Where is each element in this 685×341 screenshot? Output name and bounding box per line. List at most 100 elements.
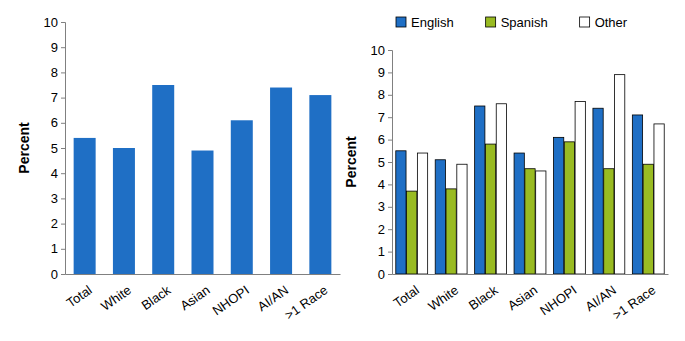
legend: English Spanish Other — [396, 15, 628, 30]
legend-item: English — [396, 15, 454, 30]
bar — [553, 137, 563, 274]
legend-swatch — [580, 17, 590, 27]
y-tick-label: 4 — [51, 166, 58, 181]
y-tick: 6 — [378, 132, 392, 147]
plot-area — [396, 75, 664, 274]
x-tick: Total — [64, 282, 95, 310]
bar — [417, 153, 427, 274]
x-tick: Black — [466, 282, 501, 313]
x-tick-label: White — [425, 282, 461, 313]
y-tick-mark — [61, 148, 65, 149]
y-tick-label: 5 — [51, 141, 58, 156]
y-tick-label: 9 — [378, 65, 385, 80]
y-tick: 0 — [51, 267, 65, 282]
bar — [270, 88, 292, 274]
y-tick: 3 — [378, 199, 392, 214]
x-tick: Asian — [177, 282, 212, 313]
x-tick-label: >1 Race — [610, 282, 659, 322]
x-tick-label: Total — [391, 282, 422, 310]
y-tick-label: 0 — [378, 267, 385, 282]
chart: 0 1 2 3 4 5 6 7 8 9 10 TotalWhiteBlackAsianNHOPIAI/… — [16, 15, 341, 323]
bar — [407, 191, 417, 274]
y-tick-mark — [61, 98, 65, 99]
y-tick-label: 6 — [51, 115, 58, 130]
y-tick: 4 — [378, 177, 392, 192]
bar — [593, 108, 603, 274]
x-tick: Asian — [505, 282, 540, 313]
y-tick-label: 10 — [44, 15, 58, 30]
y-tick: 10 — [371, 43, 392, 58]
y-tick: 9 — [51, 40, 65, 55]
bar — [231, 120, 253, 274]
chart: 012345678910TotalWhiteBlackAsianNHOPIAI/… — [343, 15, 669, 323]
x-tick-label: Asian — [177, 282, 212, 313]
y-tick: 7 — [51, 90, 65, 105]
y-tick-label: 8 — [378, 87, 385, 102]
chart-canvas: 012345678910TotalWhiteBlackAsianNHOPIAI/… — [0, 0, 685, 341]
bar — [575, 102, 585, 274]
y-tick-label: 0 — [51, 267, 58, 282]
bar — [654, 124, 664, 274]
x-axis: TotalWhiteBlackAsianNHOPIAI/AN>1 Race — [64, 275, 341, 323]
legend-item: Spanish — [486, 15, 548, 30]
x-axis-line — [66, 274, 341, 275]
bar — [74, 138, 96, 274]
y-tick-label: 3 — [378, 199, 385, 214]
x-tick-label: White — [98, 282, 134, 313]
y-axis-line — [388, 51, 393, 275]
x-tick: NHOPI — [210, 282, 252, 318]
x-tick: White — [98, 282, 134, 313]
y-tick: 0 — [378, 267, 392, 282]
y-tick-label: 10 — [371, 43, 385, 58]
x-tick: >1 Race — [282, 282, 331, 322]
bar — [525, 169, 535, 274]
bar — [446, 189, 456, 274]
y-tick: 8 — [51, 65, 65, 80]
legend-item: Other — [580, 15, 628, 30]
bar — [396, 151, 406, 274]
y-tick-label: 2 — [51, 216, 58, 231]
legend-swatch — [486, 17, 496, 27]
bar — [152, 85, 174, 274]
x-tick-label: Total — [64, 282, 95, 310]
y-tick-label: 6 — [378, 132, 385, 147]
x-tick: White — [425, 282, 461, 313]
x-tick-label: NHOPI — [537, 282, 579, 318]
y-tick-mark — [61, 173, 65, 174]
y-axis-title: Percent — [343, 136, 359, 188]
y-tick-mark — [388, 140, 392, 141]
bar — [309, 95, 331, 274]
y-tick-mark — [388, 252, 392, 253]
y-tick-mark — [388, 184, 392, 185]
y-tick-mark — [61, 47, 65, 48]
legend-label: Spanish — [501, 15, 548, 30]
y-tick-label: 1 — [51, 241, 58, 256]
y-axis-title: Percent — [16, 122, 32, 174]
y-tick: 7 — [378, 110, 392, 125]
y-tick: 2 — [51, 216, 65, 231]
bar — [113, 148, 135, 274]
y-tick-mark — [61, 123, 65, 124]
y-tick-mark — [388, 162, 392, 163]
y-tick: 1 — [51, 241, 65, 256]
y-tick-mark — [388, 95, 392, 96]
legend-label: English — [411, 15, 454, 30]
y-tick-label: 4 — [378, 177, 385, 192]
y-tick: 3 — [51, 191, 65, 206]
y-tick-mark — [388, 274, 392, 275]
y-tick-label: 5 — [378, 155, 385, 170]
x-tick: NHOPI — [537, 282, 579, 318]
bar — [475, 106, 485, 274]
x-tick-label: Black — [466, 282, 501, 313]
x-tick-label: NHOPI — [210, 282, 252, 318]
bar — [643, 164, 653, 274]
y-tick-mark — [388, 72, 392, 73]
y-tick: 1 — [378, 244, 392, 259]
y-tick-mark — [388, 229, 392, 230]
y-axis: 012345678910 — [371, 43, 393, 282]
bar — [496, 104, 506, 274]
y-tick-label: 7 — [378, 110, 385, 125]
y-tick-label: 1 — [378, 244, 385, 259]
x-tick: Black — [139, 282, 174, 313]
x-tick: Total — [391, 282, 422, 310]
